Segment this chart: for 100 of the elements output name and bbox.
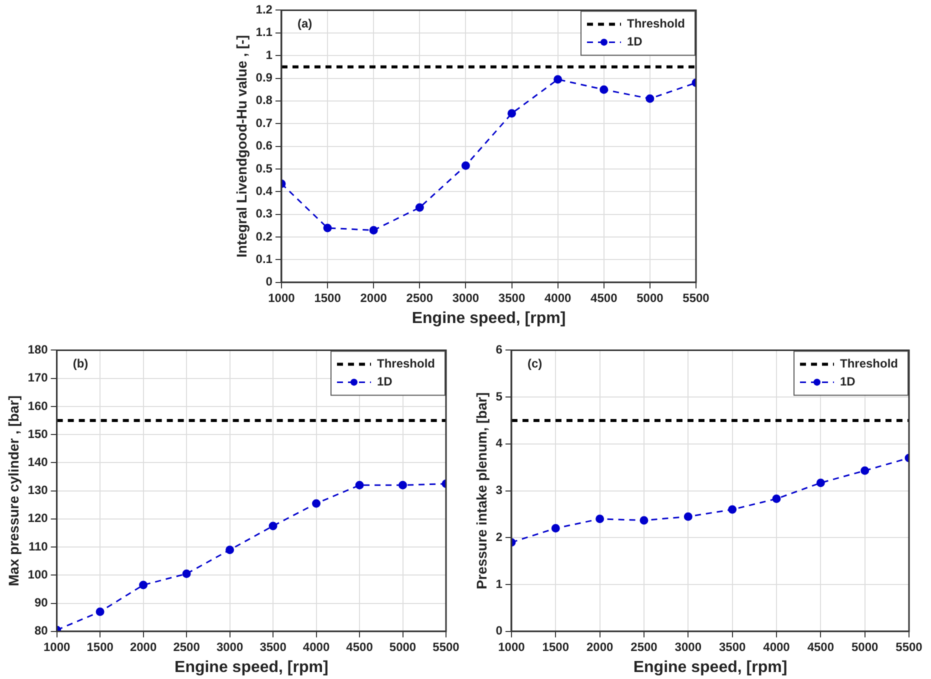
x-tick-label: 3000 (452, 290, 480, 305)
y-tick-label: 0.2 (256, 229, 273, 244)
x-tick-label: 4500 (807, 640, 834, 654)
x-tick-label: 1000 (268, 290, 296, 305)
y-tick-label: 0.7 (256, 116, 273, 130)
y-tick-label: 120 (28, 511, 48, 526)
point (646, 94, 654, 103)
point (596, 514, 604, 524)
x-tick-label: 3000 (216, 640, 244, 654)
point (860, 466, 870, 475)
point (772, 494, 781, 504)
x-tick-label: 5500 (682, 290, 710, 305)
y-tick-label: 160 (28, 398, 48, 413)
y-tick-label: 110 (28, 539, 48, 554)
point (600, 85, 608, 94)
point (268, 522, 278, 530)
legend-label: 1D (627, 34, 643, 49)
legend-label: Threshold (840, 356, 898, 371)
x-axis-title: Engine speed, [rpm] (412, 310, 566, 327)
x-tick-label: 1500 (542, 640, 570, 654)
x-tick-label: 5500 (432, 640, 460, 654)
x-tick-label: 3000 (674, 640, 702, 654)
x-tick-label: 2000 (360, 290, 388, 305)
legend-label: Threshold (377, 356, 436, 371)
y-tick-label: 140 (28, 454, 48, 469)
y-axis-title: Integral Livendgood-Hu value , [-] (233, 35, 250, 258)
y-tick-label: 6 (496, 342, 503, 357)
y-tick-label: 130 (28, 483, 48, 498)
point (369, 226, 378, 234)
point (551, 524, 560, 533)
y-tick-label: 0.8 (256, 93, 273, 108)
y-tick-label: 4 (496, 436, 503, 450)
point (816, 478, 825, 488)
y-tick-label: 180 (28, 342, 48, 357)
point (728, 505, 737, 514)
x-tick-label: 1000 (498, 640, 526, 654)
y-axis-title: Max pressure cylinder , [bar] (5, 395, 22, 586)
x-tick-label: 4000 (763, 640, 790, 654)
y-tick-label: 0 (266, 274, 273, 289)
x-tick-label: 2500 (406, 290, 434, 305)
point (139, 580, 148, 590)
y-tick-label: 170 (28, 370, 48, 385)
y-tick-label: 3 (496, 483, 503, 498)
y-tick-label: 150 (28, 426, 48, 441)
point (508, 109, 516, 118)
y-tick-label: 1 (496, 576, 503, 591)
x-tick-label: 2500 (630, 640, 658, 654)
point (554, 75, 562, 84)
y-tick-label: 0.5 (256, 161, 273, 176)
x-tick-label: 5000 (851, 640, 878, 654)
point (461, 161, 470, 170)
y-tick-label: 100 (28, 567, 48, 582)
y-tick-label: 1 (266, 48, 273, 62)
x-tick-label: 5500 (896, 640, 923, 654)
point (640, 516, 648, 525)
legend-label: 1D (377, 374, 393, 389)
x-tick-label: 3500 (718, 640, 746, 654)
x-tick-label: 4500 (346, 640, 374, 654)
y-tick-label: 0.1 (256, 252, 273, 266)
x-tick-label: 1500 (314, 290, 342, 305)
x-tick-label: 4500 (590, 290, 618, 305)
annotation: (a) (297, 16, 312, 31)
point (323, 224, 332, 232)
x-tick-label: 5000 (636, 290, 664, 305)
y-tick-label: 0.3 (256, 206, 273, 221)
y-tick-label: 5 (496, 389, 503, 404)
y-tick-label: 0 (496, 624, 503, 638)
y-tick-label: 80 (34, 624, 48, 638)
y-tick-label: 2 (496, 530, 503, 544)
point (182, 570, 191, 578)
x-tick-label: 2000 (586, 640, 614, 654)
point (312, 499, 321, 508)
x-tick-label: 4000 (302, 640, 330, 654)
annotation: (c) (527, 356, 542, 371)
point (355, 480, 364, 490)
x-tick-label: 3500 (260, 640, 287, 654)
x-tick-label: 3500 (498, 290, 526, 305)
annotation: (b) (72, 356, 88, 371)
y-axis-title: Pressure intake plenum, [bar] (473, 392, 490, 590)
y-tick-label: 1.1 (256, 25, 273, 40)
x-axis-title: Engine speed, [rpm] (633, 658, 788, 676)
point (398, 480, 408, 490)
point (226, 546, 234, 554)
point (415, 203, 424, 212)
x-tick-label: 2500 (173, 640, 200, 654)
y-tick-label: 0.6 (256, 138, 273, 153)
x-tick-label: 4000 (544, 290, 572, 305)
y-tick-label: 0.4 (256, 184, 273, 198)
legend-label: 1D (840, 374, 856, 389)
y-tick-label: 1.2 (256, 2, 273, 17)
y-tick-label: 0.9 (256, 70, 273, 85)
x-tick-label: 1500 (86, 640, 114, 654)
point (96, 607, 104, 616)
x-tick-label: 5000 (389, 640, 416, 654)
x-tick-label: 2000 (130, 640, 157, 654)
point (684, 512, 692, 521)
x-tick-label: 1000 (43, 640, 70, 654)
x-axis-title: Engine speed, [rpm] (174, 658, 328, 676)
y-tick-label: 90 (34, 596, 48, 610)
legend-label: Threshold (627, 16, 686, 31)
